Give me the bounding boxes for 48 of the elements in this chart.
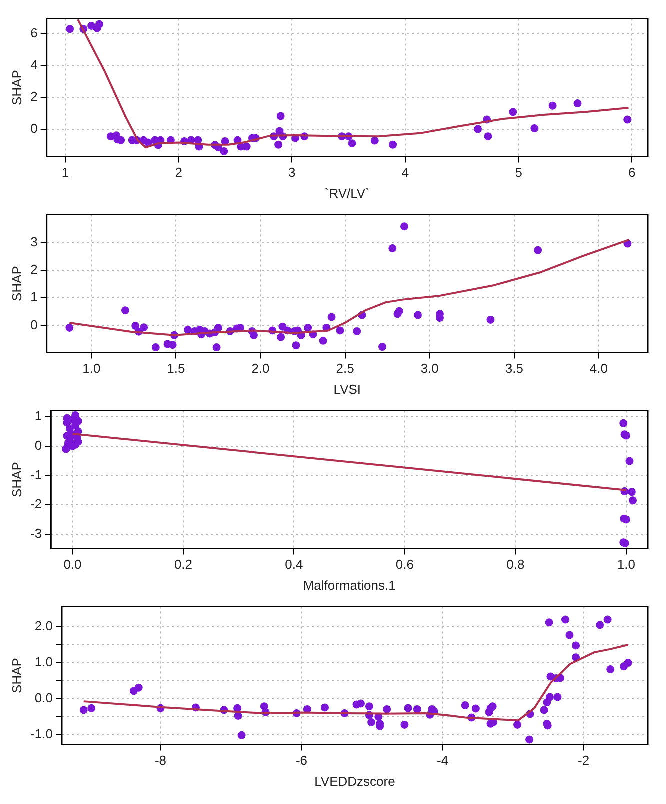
x-tick-label: 6 bbox=[628, 165, 636, 180]
x-tick-label: 4 bbox=[402, 165, 410, 180]
x-tick-label: 0.6 bbox=[396, 557, 414, 572]
x-tick-label: 1.0 bbox=[82, 361, 101, 376]
x-tick-label: 2.0 bbox=[252, 361, 270, 376]
y-tick-label: 1.0 bbox=[34, 654, 53, 670]
x-tick-label: 1.0 bbox=[617, 557, 636, 572]
x-tick-label: 2.5 bbox=[336, 361, 354, 376]
y-tick-label: 2.0 bbox=[34, 618, 53, 634]
y-tick-label: 1 bbox=[30, 290, 38, 305]
y-tick-label: 0.0 bbox=[34, 690, 53, 706]
x-tick-label: -6 bbox=[296, 753, 308, 768]
x-tick-label: 1.5 bbox=[167, 361, 186, 376]
y-axis-title: SHAP bbox=[9, 658, 24, 694]
x-axis-title: Malformations.1 bbox=[303, 578, 396, 593]
y-tick-label: -1 bbox=[30, 467, 42, 482]
x-tick-label: 0.0 bbox=[64, 557, 82, 572]
x-tick-label: 0.2 bbox=[174, 557, 193, 572]
y-tick-label: 0 bbox=[34, 438, 42, 453]
y-tick-label: -2 bbox=[30, 496, 42, 512]
x-tick-label: 4.0 bbox=[590, 361, 608, 376]
y-tick-label: 2 bbox=[30, 89, 38, 104]
x-axis-title: `RV/LV` bbox=[324, 186, 370, 201]
y-tick-label: 6 bbox=[30, 25, 38, 40]
y-axis-title: SHAP bbox=[9, 266, 24, 302]
x-tick-label: 3 bbox=[288, 165, 296, 180]
y-axis-title: SHAP bbox=[9, 462, 24, 498]
y-tick-label: 1 bbox=[34, 408, 42, 424]
x-tick-label: 2 bbox=[175, 165, 182, 180]
y-axis-title: SHAP bbox=[9, 70, 24, 106]
x-tick-label: 0.4 bbox=[285, 557, 304, 572]
x-tick-label: -4 bbox=[437, 753, 449, 768]
x-tick-label: 1 bbox=[62, 165, 70, 180]
x-axis-title: LVSI bbox=[334, 382, 362, 397]
y-tick-label: -1.0 bbox=[30, 726, 53, 742]
y-tick-label: 0 bbox=[30, 317, 38, 332]
y-tick-label: 2 bbox=[30, 262, 38, 278]
x-axis-title: LVEDDzscore bbox=[314, 774, 396, 789]
x-tick-label: -2 bbox=[578, 753, 590, 768]
y-tick-label: 0 bbox=[30, 120, 38, 136]
y-tick-label: 4 bbox=[30, 57, 38, 72]
y-tick-label: -3 bbox=[30, 526, 42, 541]
y-tick-label: 3 bbox=[30, 234, 38, 250]
x-tick-label: 0.8 bbox=[506, 557, 525, 572]
x-tick-label: 3.0 bbox=[420, 361, 439, 376]
x-tick-label: -8 bbox=[154, 753, 167, 768]
x-tick-label: 3.5 bbox=[505, 361, 524, 376]
x-tick-label: 5 bbox=[515, 165, 522, 180]
